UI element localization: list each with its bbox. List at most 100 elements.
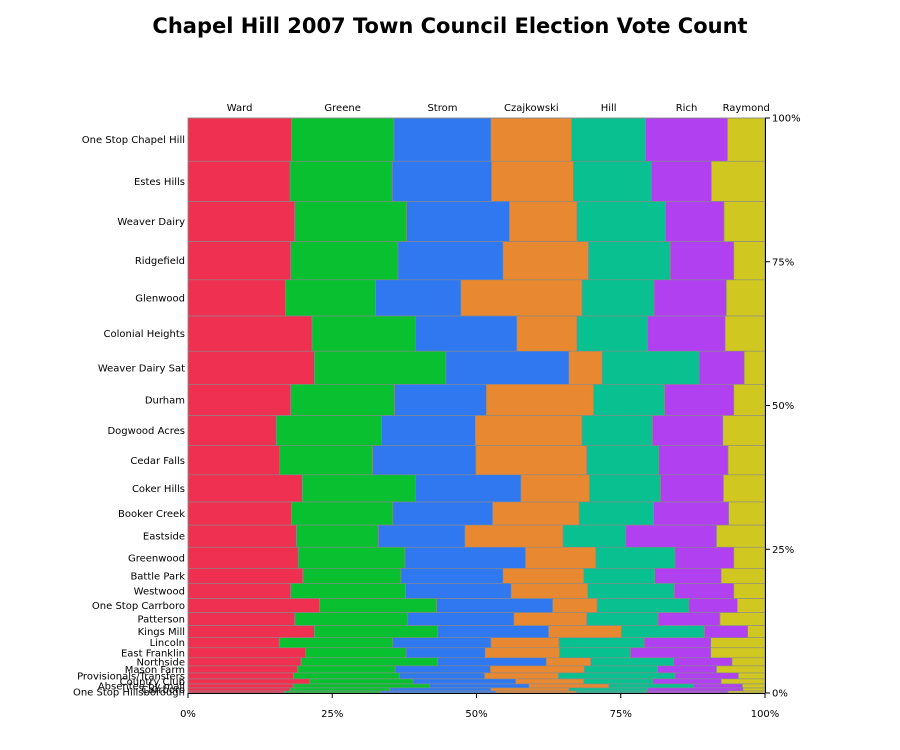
tile-one-stop-chapel-hill-ward: [187, 117, 292, 162]
tile-glenwood-greene: [285, 279, 376, 317]
tile-dogwood-acres-raymond: [722, 415, 766, 446]
tile-booker-creek-rich: [653, 501, 729, 526]
tile-ridgefield-ward: [187, 241, 292, 281]
tile-battle-park-ward: [187, 568, 304, 584]
tiles-layer: [187, 117, 766, 694]
tile-estes-hills-strom: [391, 160, 492, 202]
tile-weaver-dairy-sat-raymond: [743, 350, 766, 385]
tile-weaver-dairy-sat-rich: [698, 350, 745, 385]
x-tick-label: 50%: [465, 709, 487, 720]
tile-country-club-greene: [309, 678, 414, 685]
tile-weaver-dairy-sat-strom: [445, 350, 570, 385]
tile-greenwood-czajkowski: [525, 546, 597, 569]
tile-northside-greene: [300, 657, 439, 667]
tile-estes-hills-raymond: [711, 160, 766, 202]
tile-colonial-heights-raymond: [724, 315, 766, 352]
tile-carrboro-strom: [389, 687, 492, 692]
row-label-westwood: Westwood: [134, 586, 185, 597]
tile-booker-creek-strom: [392, 501, 493, 526]
tile-durham-rich: [664, 384, 735, 416]
tile-weaver-dairy-hill: [576, 201, 667, 242]
tile-east-franklin-raymond: [710, 647, 766, 659]
tile-northside-czajkowski: [546, 657, 592, 667]
tile-weaver-dairy-greene: [294, 201, 407, 242]
tile-one-stop-chapel-hill-strom: [393, 117, 492, 162]
tile-ridgefield-greene: [290, 241, 399, 281]
tile-patterson-ward: [187, 612, 296, 626]
tile-lincoln-czajkowski: [490, 637, 560, 649]
tile-booker-creek-greene: [290, 501, 394, 526]
tile-absentee-by-mail-raymond: [742, 683, 766, 689]
row-label-one-stop-chapel-hill: One Stop Chapel Hill: [82, 135, 185, 146]
tile-glenwood-hill: [581, 279, 655, 317]
tile-weaver-dairy-ward: [187, 201, 296, 242]
column-label-rich: Rich: [676, 103, 698, 114]
row-label-absentee-by-mail: Absentee by mail: [98, 681, 185, 692]
tile-one-stop-carrboro-czajkowski: [552, 598, 598, 613]
tile-northside-ward: [187, 657, 302, 667]
tile-dogwood-acres-czajkowski: [475, 415, 583, 446]
tile-east-franklin-rich: [630, 647, 712, 659]
tile-colonial-heights-hill: [576, 315, 649, 352]
tile-westwood-raymond: [733, 583, 766, 599]
tile-one-stop-carrboro-greene: [319, 598, 437, 613]
tile-colonial-heights-strom: [415, 315, 518, 352]
tile-mason-farm-greene: [297, 665, 396, 674]
tile-dogwood-acres-strom: [380, 415, 476, 446]
tile-westwood-czajkowski: [510, 583, 589, 599]
row-label-carrboro: Carrboro: [141, 685, 185, 696]
tile-kings-mill-czajkowski: [548, 625, 622, 639]
y-tick-label: 50%: [772, 401, 794, 412]
column-label-ward: Ward: [227, 103, 253, 114]
tile-cedar-falls-ward: [187, 445, 281, 476]
tile-country-club-rich: [652, 678, 722, 685]
tile-durham-ward: [187, 384, 292, 416]
tile-mason-farm-czajkowski: [490, 665, 585, 674]
tile-estes-hills-czajkowski: [491, 160, 574, 202]
tile-durham-strom: [394, 384, 487, 416]
tile-greenwood-rich: [674, 546, 735, 569]
tile-one-stop-chapel-hill-hill: [571, 117, 646, 162]
tile-one-stop-carrboro-hill: [596, 598, 690, 613]
tile-durham-hill: [593, 384, 665, 416]
tile-glenwood-rich: [653, 279, 727, 317]
tile-carrboro-czajkowski: [490, 687, 570, 692]
tile-westwood-hill: [587, 583, 675, 599]
tile-one-stop-carrboro-raymond: [736, 598, 766, 613]
tile-eastside-greene: [296, 524, 379, 548]
tile-greenwood-strom: [404, 546, 526, 569]
tile-kings-mill-greene: [314, 625, 439, 639]
row-label-weaver-dairy: Weaver Dairy: [117, 217, 185, 228]
tile-patterson-raymond: [719, 612, 766, 626]
row-label-ridgefield: Ridgefield: [135, 256, 185, 267]
tile-lincoln-rich: [644, 637, 712, 649]
tile-absentee-by-mail-rich: [693, 683, 743, 689]
row-label-kings-mill: Kings Mill: [138, 627, 185, 638]
y-axis: 0% 25% 50% 75% 100%: [765, 114, 801, 700]
tile-patterson-hill: [586, 612, 659, 626]
tile-kings-mill-hill: [621, 625, 705, 639]
tile-eastside-hill: [562, 524, 627, 548]
tile-country-club-hill: [583, 678, 654, 685]
tile-eastside-rich: [625, 524, 717, 548]
row-label-mason-farm: Mason Farm: [125, 665, 185, 676]
tile-colonial-heights-ward: [187, 315, 313, 352]
tile-coker-hills-strom: [415, 474, 522, 503]
tile-absentee-by-mail-hill: [608, 683, 694, 689]
tile-lincoln-hill: [558, 637, 645, 649]
tile-weaver-dairy-sat-greene: [314, 350, 447, 385]
column-label-greene: Greene: [324, 103, 360, 114]
tile-east-franklin-strom: [405, 647, 486, 659]
tile-country-club-ward: [187, 678, 311, 685]
tile-eastside-raymond: [716, 524, 766, 548]
tile-booker-creek-raymond: [728, 501, 766, 526]
tile-kings-mill-strom: [437, 625, 549, 639]
tile-battle-park-raymond: [720, 568, 766, 584]
tile-one-stop-chapel-hill-czajkowski: [490, 117, 573, 162]
tile-coker-hills-ward: [187, 474, 303, 503]
tile-east-franklin-greene: [305, 647, 407, 659]
tile-absentee-by-mail-ward: [187, 683, 294, 689]
tile-cedar-falls-czajkowski: [475, 445, 588, 476]
tile-weaver-dairy-raymond: [723, 201, 766, 242]
